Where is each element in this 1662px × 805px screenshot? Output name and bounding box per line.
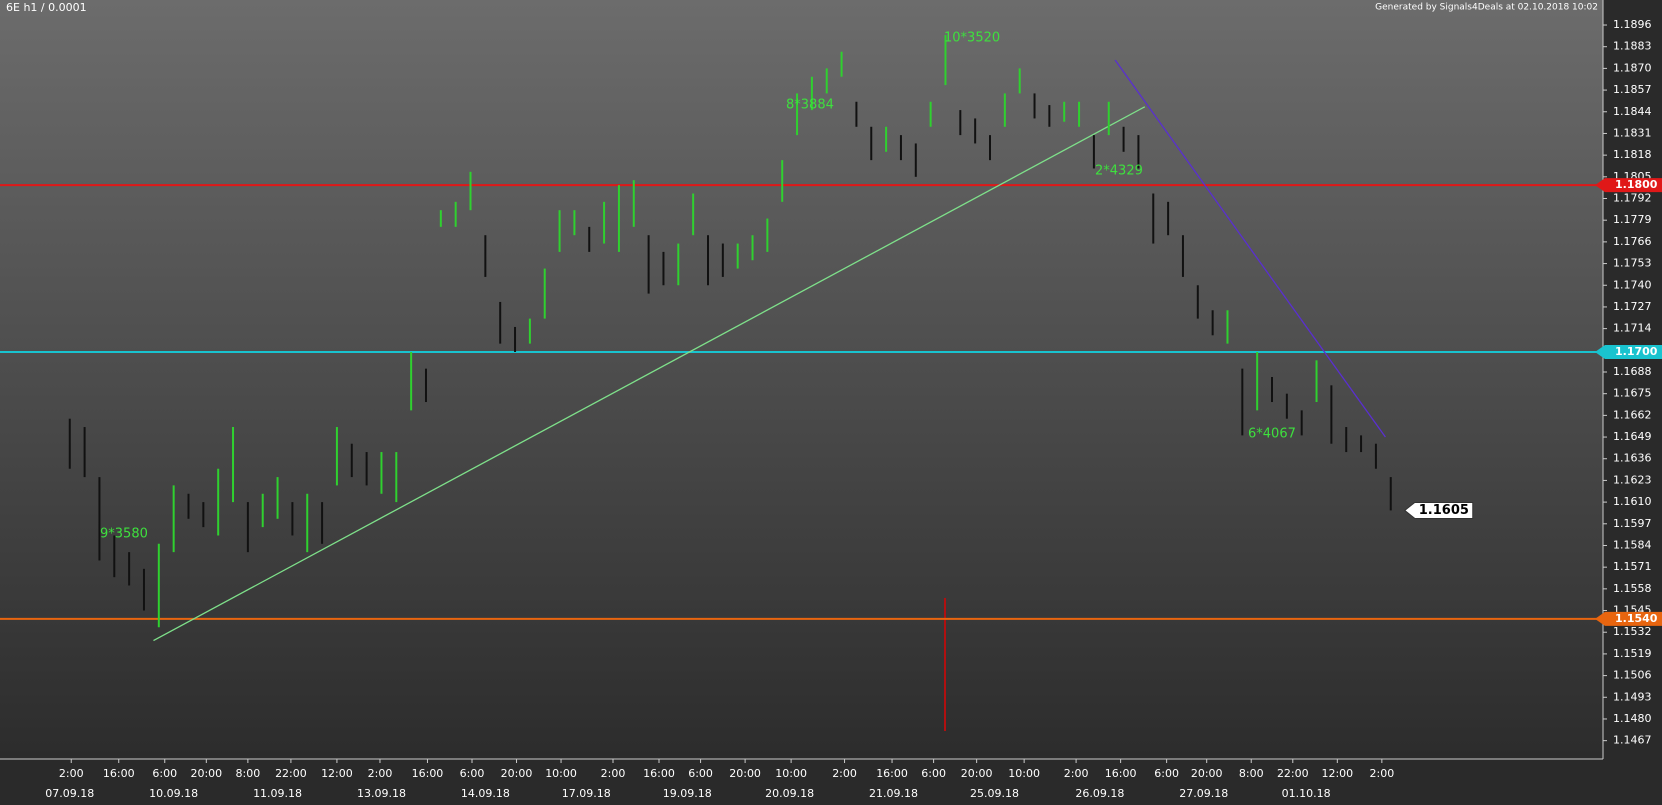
y-tick-label: 1.1844 (1613, 105, 1652, 118)
date-tick-label: 10.09.18 (149, 787, 198, 800)
y-tick-label: 1.1792 (1613, 192, 1652, 205)
annotation: 6*4067 (1248, 427, 1296, 442)
y-tick-label: 1.1688 (1613, 365, 1652, 378)
x-tick-label: 20:00 (729, 767, 761, 780)
trend-line (1114, 59, 1386, 438)
date-tick-label: 14.09.18 (461, 787, 510, 800)
annotation: 10*3520 (944, 31, 1000, 46)
x-tick-label: 6:00 (688, 767, 713, 780)
annotation: 2*4329 (1095, 164, 1143, 179)
x-tick-label: 16:00 (643, 767, 675, 780)
x-tick-label: 2:00 (59, 767, 84, 780)
x-tick-label: 6:00 (921, 767, 946, 780)
x-tick-label: 8:00 (1239, 767, 1264, 780)
y-tick-label: 1.1610 (1613, 495, 1652, 508)
trend-line (153, 106, 1146, 642)
date-tick-label: 01.10.18 (1282, 787, 1331, 800)
x-tick-label: 20:00 (1191, 767, 1223, 780)
plot-area (0, 0, 1603, 759)
x-tick-label: 16:00 (876, 767, 908, 780)
date-tick-label: 21.09.18 (869, 787, 918, 800)
y-tick-label: 1.1883 (1613, 40, 1652, 53)
x-tick-label: 20:00 (501, 767, 533, 780)
x-tick-label: 22:00 (1277, 767, 1309, 780)
y-tick-label: 1.1779 (1613, 213, 1652, 226)
y-tick-label: 1.1857 (1613, 83, 1652, 96)
x-tick-label: 2:00 (1064, 767, 1089, 780)
y-tick-label: 1.1766 (1613, 235, 1652, 248)
y-tick-label: 1.1662 (1613, 408, 1652, 421)
x-tick-label: 8:00 (236, 767, 261, 780)
date-tick-label: 19.09.18 (663, 787, 712, 800)
date-tick-label: 17.09.18 (562, 787, 611, 800)
x-tick-label: 12:00 (321, 767, 353, 780)
y-tick-label: 1.1818 (1613, 148, 1652, 161)
y-tick-label: 1.1896 (1613, 18, 1652, 31)
level-label: 1.1540 (1615, 612, 1658, 625)
date-tick-label: 27.09.18 (1179, 787, 1228, 800)
y-tick-label: 1.1493 (1613, 690, 1652, 703)
date-tick-label: 13.09.18 (357, 787, 406, 800)
y-tick-label: 1.1740 (1613, 278, 1652, 291)
annotation: 8*3884 (786, 98, 834, 113)
x-tick-label: 2:00 (1369, 767, 1394, 780)
y-tick-label: 1.1467 (1613, 734, 1652, 747)
y-tick-label: 1.1753 (1613, 257, 1652, 270)
y-tick-label: 1.1623 (1613, 473, 1652, 486)
x-tick-label: 16:00 (412, 767, 444, 780)
x-tick-label: 12:00 (1321, 767, 1353, 780)
level-tag (1595, 611, 1662, 626)
x-tick-label: 10:00 (775, 767, 807, 780)
x-tick-label: 22:00 (275, 767, 307, 780)
x-tick-label: 20:00 (961, 767, 993, 780)
level-tag (1595, 344, 1662, 359)
x-tick-label: 6:00 (152, 767, 177, 780)
x-tick-label: 6:00 (1154, 767, 1179, 780)
x-tick-label: 2:00 (368, 767, 393, 780)
last-price-tag (1403, 501, 1474, 519)
x-tick-label: 2:00 (601, 767, 626, 780)
x-tick-label: 16:00 (1105, 767, 1137, 780)
y-tick-label: 1.1870 (1613, 61, 1652, 74)
y-tick-label: 1.1597 (1613, 517, 1652, 530)
y-tick-label: 1.1714 (1613, 322, 1652, 335)
x-tick-label: 10:00 (1008, 767, 1040, 780)
subtitle: Generated by Signals4Deals at 02.10.2018… (1375, 3, 1598, 13)
last-price-label: 1.1605 (1419, 503, 1469, 518)
date-tick-label: 26.09.18 (1075, 787, 1124, 800)
chart-title: 6E h1 / 0.0001 (6, 1, 87, 14)
y-tick-label: 1.1636 (1613, 452, 1652, 465)
x-tick-label: 10:00 (545, 767, 577, 780)
x-tick-label: 16:00 (103, 767, 135, 780)
y-tick-label: 1.1519 (1613, 647, 1652, 660)
date-tick-label: 11.09.18 (253, 787, 302, 800)
y-tick-label: 1.1558 (1613, 582, 1652, 595)
y-tick-label: 1.1571 (1613, 560, 1652, 573)
y-tick-label: 1.1675 (1613, 387, 1652, 400)
y-tick-label: 1.1727 (1613, 300, 1652, 313)
y-tick-label: 1.1831 (1613, 126, 1652, 139)
level-label: 1.1700 (1615, 345, 1658, 358)
level-label: 1.1800 (1615, 178, 1658, 191)
x-tick-label: 2:00 (832, 767, 857, 780)
y-tick-label: 1.1532 (1613, 625, 1652, 638)
date-tick-label: 25.09.18 (970, 787, 1019, 800)
date-tick-label: 07.09.18 (45, 787, 94, 800)
x-tick-label: 20:00 (190, 767, 222, 780)
level-tag (1595, 178, 1662, 193)
y-tick-label: 1.1584 (1613, 538, 1652, 551)
y-tick-label: 1.1506 (1613, 669, 1652, 682)
y-tick-label: 1.1649 (1613, 430, 1652, 443)
x-tick-label: 6:00 (460, 767, 485, 780)
date-tick-label: 20.09.18 (765, 787, 814, 800)
y-tick-label: 1.1480 (1613, 712, 1652, 725)
annotation: 9*3580 (100, 527, 148, 542)
